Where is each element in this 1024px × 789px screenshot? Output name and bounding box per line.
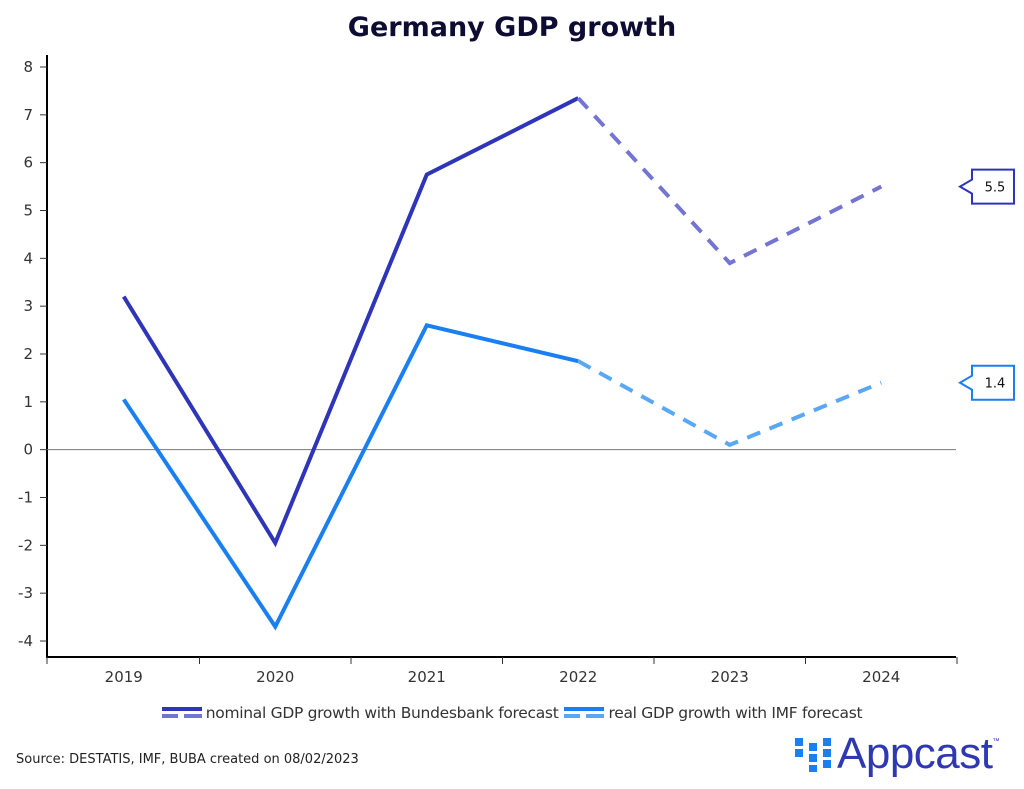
y-tick-label: 3 — [23, 297, 33, 315]
legend-item-real[interactable]: real GDP growth with IMF forecast — [564, 704, 863, 722]
series-layer — [122, 96, 883, 631]
y-tick-label: -3 — [18, 584, 33, 602]
logo-dots-icon — [795, 738, 831, 772]
logo-text: Appcast — [837, 729, 993, 778]
appcast-logo: Appcast ™ — [795, 732, 999, 776]
x-tick-label: 2020 — [256, 668, 294, 686]
chart-title: Germany GDP growth — [347, 12, 677, 43]
x-tick-label: 2024 — [862, 668, 900, 686]
y-tick-label: 0 — [23, 441, 33, 459]
source-note: Source: DESTATIS, IMF, BUBA created on 0… — [16, 752, 359, 767]
y-tick-label: -1 — [18, 489, 33, 507]
x-tick-label: 2021 — [408, 668, 446, 686]
x-tick-label: 2023 — [711, 668, 749, 686]
y-tick-label: 5 — [23, 202, 33, 220]
axes: 8 7 6 5 4 3 2 1 0 -1 -2 -3 -4 2019 2020 2021 2022 2023 202… — [18, 55, 958, 686]
series-0-forecast-line — [576, 96, 883, 266]
callout-label-series-1: 1.4 — [985, 377, 1006, 392]
callout-box-series-1 — [958, 364, 1015, 401]
y-tick-label: 4 — [23, 249, 33, 267]
y-tick-label: 1 — [23, 393, 33, 411]
y-tick-label: -2 — [18, 536, 33, 554]
legend-swatch-nominal — [161, 707, 202, 719]
callouts: 5.5 1.4 — [958, 168, 1015, 401]
y-tick-label: 2 — [23, 345, 33, 363]
y-tick-label: 6 — [23, 154, 33, 172]
series-1-forecast-line — [577, 359, 883, 448]
callout-box-series-0 — [958, 168, 1015, 205]
series-1-actual-line — [122, 322, 579, 631]
series-0-actual-line — [122, 96, 580, 548]
y-tick-label: 7 — [23, 106, 33, 124]
line-chart: 8 7 6 5 4 3 2 1 0 -1 -2 -3 -4 2019 2020 2021 2022 2023 202… — [18, 55, 1015, 686]
logo-trademark: ™ — [992, 738, 1000, 745]
y-tick-label: 8 — [23, 58, 33, 76]
x-tick-label: 2022 — [559, 668, 597, 686]
legend-label-real: real GDP growth with IMF forecast — [608, 704, 863, 722]
legend-item-nominal[interactable]: nominal GDP growth with Bundesbank forec… — [161, 704, 559, 722]
x-tick-label: 2019 — [105, 668, 143, 686]
y-tick-label: -4 — [18, 632, 33, 650]
legend: nominal GDP growth with Bundesbank forec… — [0, 704, 1024, 722]
legend-label-nominal: nominal GDP growth with Bundesbank forec… — [205, 704, 559, 722]
legend-swatch-real — [564, 707, 605, 719]
callout-label-series-0: 5.5 — [985, 181, 1006, 196]
